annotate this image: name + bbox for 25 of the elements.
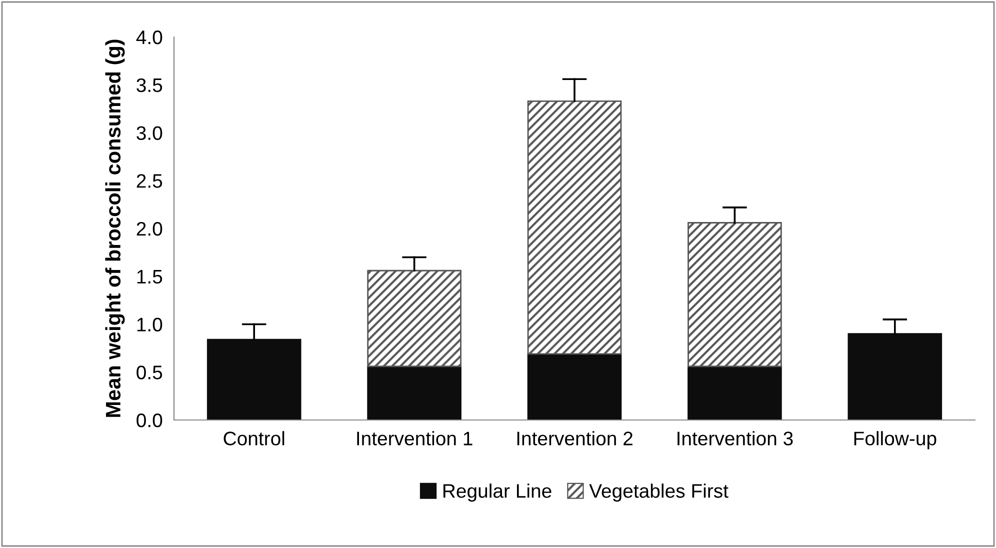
bar <box>367 270 462 368</box>
x-tick-label: Intervention 3 <box>678 431 793 446</box>
y-tick-label: 3.5 <box>136 78 162 92</box>
x-tick-label: Intervention 1 <box>357 431 472 446</box>
y-tick-label: 4.0 <box>136 30 162 44</box>
bar <box>206 338 302 420</box>
y-tick-label: 0.0 <box>136 413 162 428</box>
y-tick-label: 0.5 <box>136 366 162 380</box>
x-tick-label: Intervention 2 <box>517 431 632 446</box>
bar <box>527 353 622 420</box>
bar <box>367 366 462 420</box>
bar <box>848 333 942 420</box>
bar <box>688 366 782 420</box>
bar <box>527 100 622 355</box>
y-tick-label: 2.0 <box>136 222 162 236</box>
x-tick-label: Control <box>224 431 284 446</box>
bar <box>688 222 782 368</box>
x-tick-label: Follow-up <box>854 431 936 450</box>
y-axis-title: Mean weight of broccoli consumed (g) <box>105 40 125 417</box>
y-tick-label: 1.5 <box>137 270 162 284</box>
legend-label: Vegetables First <box>589 484 728 502</box>
y-tick-label: 1.0 <box>137 318 162 332</box>
legend-label: Regular Line <box>443 484 552 502</box>
y-tick-label: 3.0 <box>136 126 162 140</box>
y-tick-label: 2.5 <box>136 174 162 188</box>
